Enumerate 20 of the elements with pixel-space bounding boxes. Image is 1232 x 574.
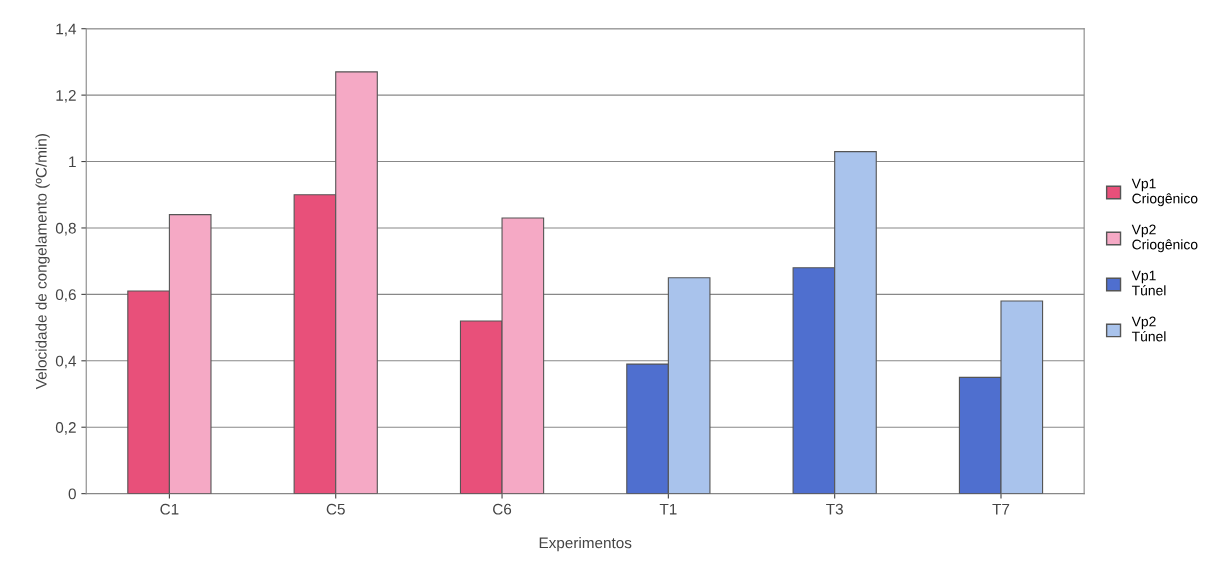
legend-label: Vp2 Túnel [1131,316,1166,342]
y-tick-label: 0,2 [55,422,76,435]
y-tick-label: 1,4 [56,23,77,37]
x-axis-title: Experimentos [539,537,632,552]
y-tick-label: 0,8 [55,222,76,236]
legend-label: Vp2 Criogênico [1131,224,1198,253]
x-tick-label: T3 [826,503,843,515]
x-tick-label: T1 [659,503,677,515]
y-tick-label: 1 [69,156,76,168]
legend-label: Vp1 Criogênico [1131,178,1198,207]
x-tick-label: C6 [493,503,512,515]
legend-label: Vp1 Túnel [1131,270,1166,296]
y-tick-label: 1,2 [56,89,76,103]
y-axis-title: Velocidade de congelamento (ºC/min) [35,134,50,390]
x-tick-label: C5 [326,503,345,515]
y-tick-label: 0,4 [55,355,77,369]
y-tick-label: 0 [68,488,76,500]
x-tick-label: T7 [992,503,1010,515]
x-tick-label: C1 [160,503,179,515]
y-tick-label: 0,6 [55,289,76,302]
